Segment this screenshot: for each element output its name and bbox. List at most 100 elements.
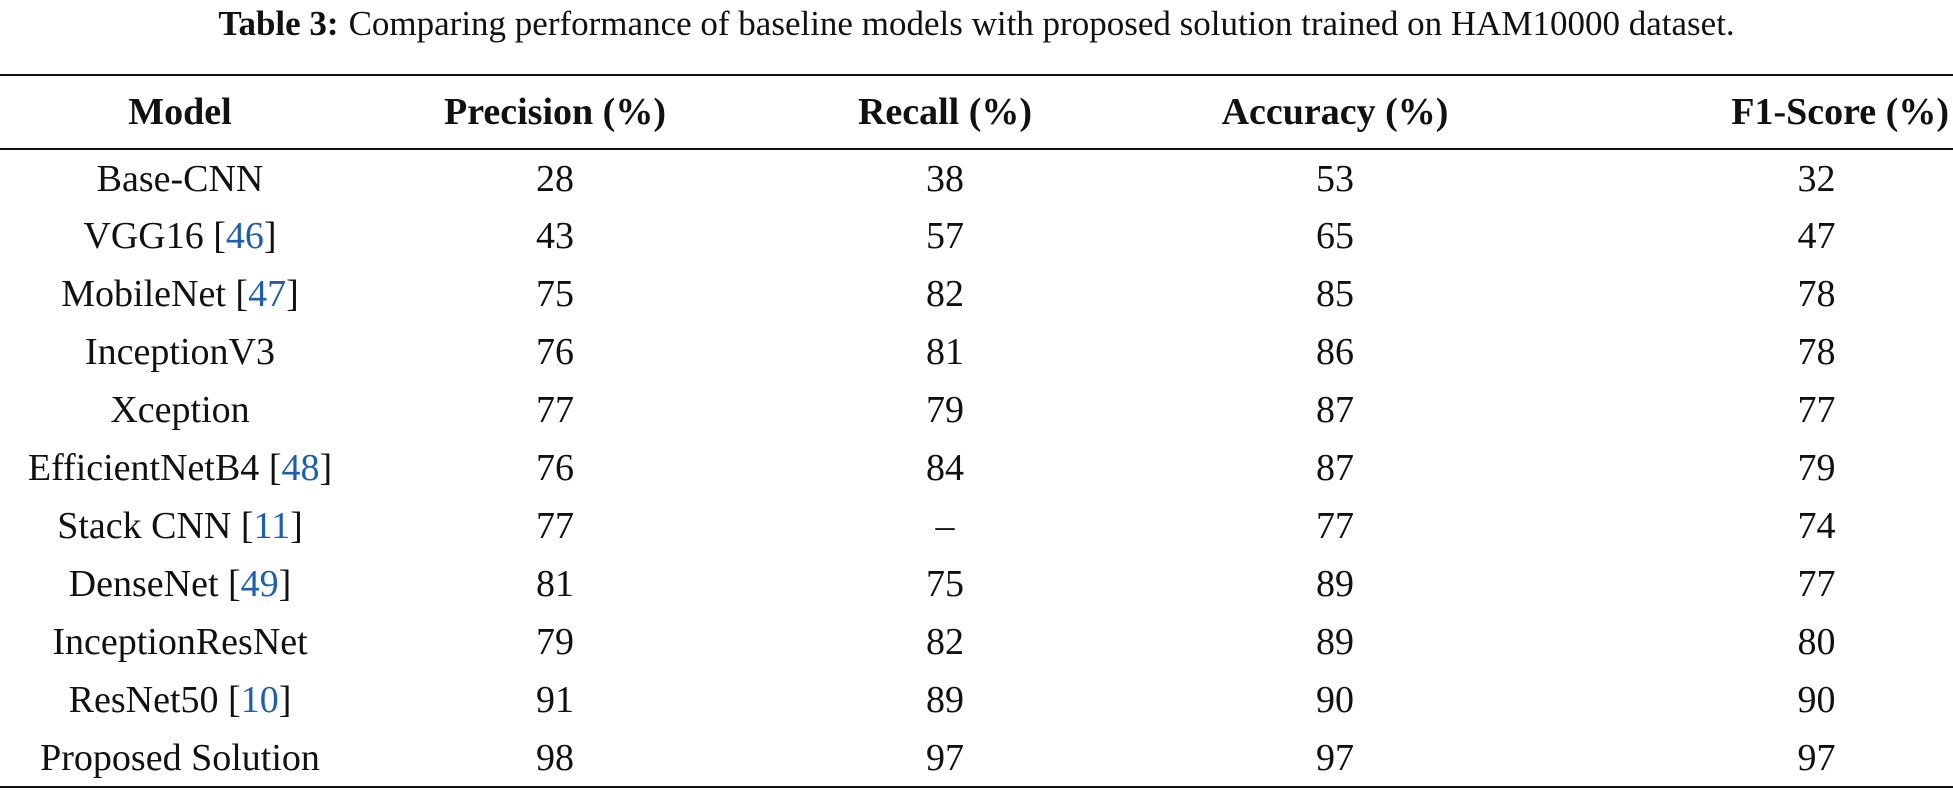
table-row: EfficientNetB4 [48] 76 84 87 79: [0, 439, 1953, 497]
header-recall: Recall (%): [750, 74, 1140, 150]
model-name: InceptionV3: [85, 331, 275, 373]
cell-precision: 81: [536, 563, 574, 605]
cell-f1-score: 47: [1797, 215, 1836, 257]
cell-accuracy: 65: [1316, 215, 1354, 257]
cell-accuracy: 53: [1316, 157, 1354, 200]
cell-accuracy: 86: [1316, 331, 1354, 373]
cell-recall: 82: [926, 273, 964, 315]
cell-model: VGG16 [46]: [0, 207, 360, 265]
cell-model: InceptionV3: [0, 323, 360, 381]
cell-precision: 28: [536, 157, 574, 200]
cell-f1-score: 97: [1530, 729, 1953, 788]
header-f1-score: F1-Score (%): [1530, 74, 1953, 150]
citation-link[interactable]: 47: [248, 273, 287, 315]
cell-f1-score: 78: [1797, 331, 1836, 373]
cell-accuracy: 89: [1316, 563, 1354, 605]
model-name: Proposed Solution: [40, 736, 320, 779]
cell-recall: 82: [926, 621, 964, 663]
cell-precision: 79: [536, 621, 574, 663]
citation-bracket-open: [: [240, 505, 254, 547]
cell-recall: 79: [926, 389, 964, 431]
cell-precision: 76: [536, 331, 574, 373]
header-precision: Precision (%): [360, 74, 750, 150]
table-row: InceptionResNet 79 82 89 80: [0, 613, 1953, 671]
table-row: Base-CNN 28 38 53 32: [0, 149, 1953, 207]
model-name: EfficientNetB4: [27, 447, 269, 489]
table-row: Proposed Solution 98 97 97 97: [0, 729, 1953, 788]
cell-recall: 81: [926, 331, 964, 373]
citation-bracket-open: [: [228, 563, 241, 605]
table-row: Xception 77 79 87 77: [0, 381, 1953, 439]
cell-precision: 77: [536, 389, 574, 431]
model-name: MobileNet: [61, 273, 236, 315]
cell-recall: 75: [926, 563, 964, 605]
citation-link[interactable]: 10: [240, 679, 279, 721]
citation-bracket-close: ]: [278, 563, 292, 605]
cell-f1-score: 32: [1797, 157, 1836, 200]
cell-accuracy: 87: [1316, 447, 1354, 489]
model-name: ResNet50: [68, 679, 229, 721]
cell-precision: 43: [536, 215, 574, 257]
header-accuracy: Accuracy (%): [1140, 74, 1530, 150]
citation-link[interactable]: 48: [281, 447, 320, 489]
cell-f1-score: 77: [1797, 563, 1836, 605]
citation-bracket-close: ]: [278, 679, 292, 721]
cell-model: DenseNet [49]: [0, 555, 360, 613]
cell-accuracy: 89: [1316, 621, 1354, 663]
table-row: VGG16 [46] 43 57 65 47: [0, 207, 1953, 265]
cell-model: EfficientNetB4 [48]: [0, 439, 360, 497]
cell-recall: –: [935, 505, 955, 547]
header-row: Model Precision (%) Recall (%) Accuracy …: [0, 74, 1953, 150]
cell-f1-score: 79: [1797, 447, 1836, 489]
table-row: MobileNet [47] 75 82 85 78: [0, 265, 1953, 323]
cell-f1-score: 77: [1797, 389, 1836, 431]
cell-precision: 75: [536, 273, 574, 315]
cell-accuracy: 97: [1140, 729, 1530, 788]
model-name: VGG16: [83, 215, 214, 257]
cell-f1-score: 90: [1797, 679, 1836, 721]
cell-accuracy: 85: [1316, 273, 1354, 315]
citation-bracket-open: [: [235, 273, 249, 315]
cell-recall: 97: [750, 729, 1140, 788]
cell-f1-score: 80: [1797, 621, 1836, 663]
cell-recall: 38: [926, 157, 964, 200]
cell-precision: 98: [360, 729, 750, 788]
citation-bracket-open: [: [213, 215, 226, 257]
citation-link[interactable]: 49: [240, 563, 279, 605]
cell-model: Stack CNN [11]: [0, 497, 360, 555]
cell-f1-score: 74: [1797, 505, 1836, 547]
table-caption: Table 3: Comparing performance of baselin…: [0, 2, 1953, 46]
table-body: Base-CNN 28 38 53 32 VGG16 [46] 43 57 65 47 Mobile…: [0, 149, 1953, 788]
table-row: InceptionV3 76 81 86 78: [0, 323, 1953, 381]
cell-accuracy: 87: [1316, 389, 1354, 431]
model-name: Base-CNN: [96, 157, 264, 200]
citation-bracket-open: [: [268, 447, 282, 489]
citation-bracket-close: ]: [290, 505, 303, 547]
cell-recall: 84: [926, 447, 964, 489]
cell-recall: 89: [926, 679, 964, 721]
citation-bracket-close: ]: [263, 215, 277, 257]
model-name: InceptionResNet: [52, 621, 308, 663]
table-row: DenseNet [49] 81 75 89 77: [0, 555, 1953, 613]
cell-f1-score: 78: [1797, 273, 1836, 315]
cell-model: MobileNet [47]: [0, 265, 360, 323]
citation-bracket-open: [: [228, 679, 241, 721]
cell-accuracy: 77: [1316, 505, 1354, 547]
table-row: ResNet50 [10] 91 89 90 90: [0, 671, 1953, 729]
cell-model: InceptionResNet: [0, 613, 360, 671]
cell-model: Base-CNN: [0, 149, 360, 207]
model-name: DenseNet: [68, 563, 229, 605]
cell-model: ResNet50 [10]: [0, 671, 360, 729]
citation-link[interactable]: 46: [225, 215, 264, 257]
citation-link[interactable]: 11: [253, 505, 291, 547]
caption-label: Table 3:: [218, 4, 339, 43]
cell-model: Xception: [0, 381, 360, 439]
citation-bracket-close: ]: [319, 447, 333, 489]
cell-accuracy: 90: [1316, 679, 1354, 721]
cell-recall: 57: [926, 215, 964, 257]
cell-precision: 76: [536, 447, 574, 489]
model-name: Xception: [110, 389, 250, 431]
cell-model: Proposed Solution: [0, 729, 360, 788]
results-table: Model Precision (%) Recall (%) Accuracy …: [0, 74, 1953, 788]
cell-precision: 77: [536, 505, 574, 547]
